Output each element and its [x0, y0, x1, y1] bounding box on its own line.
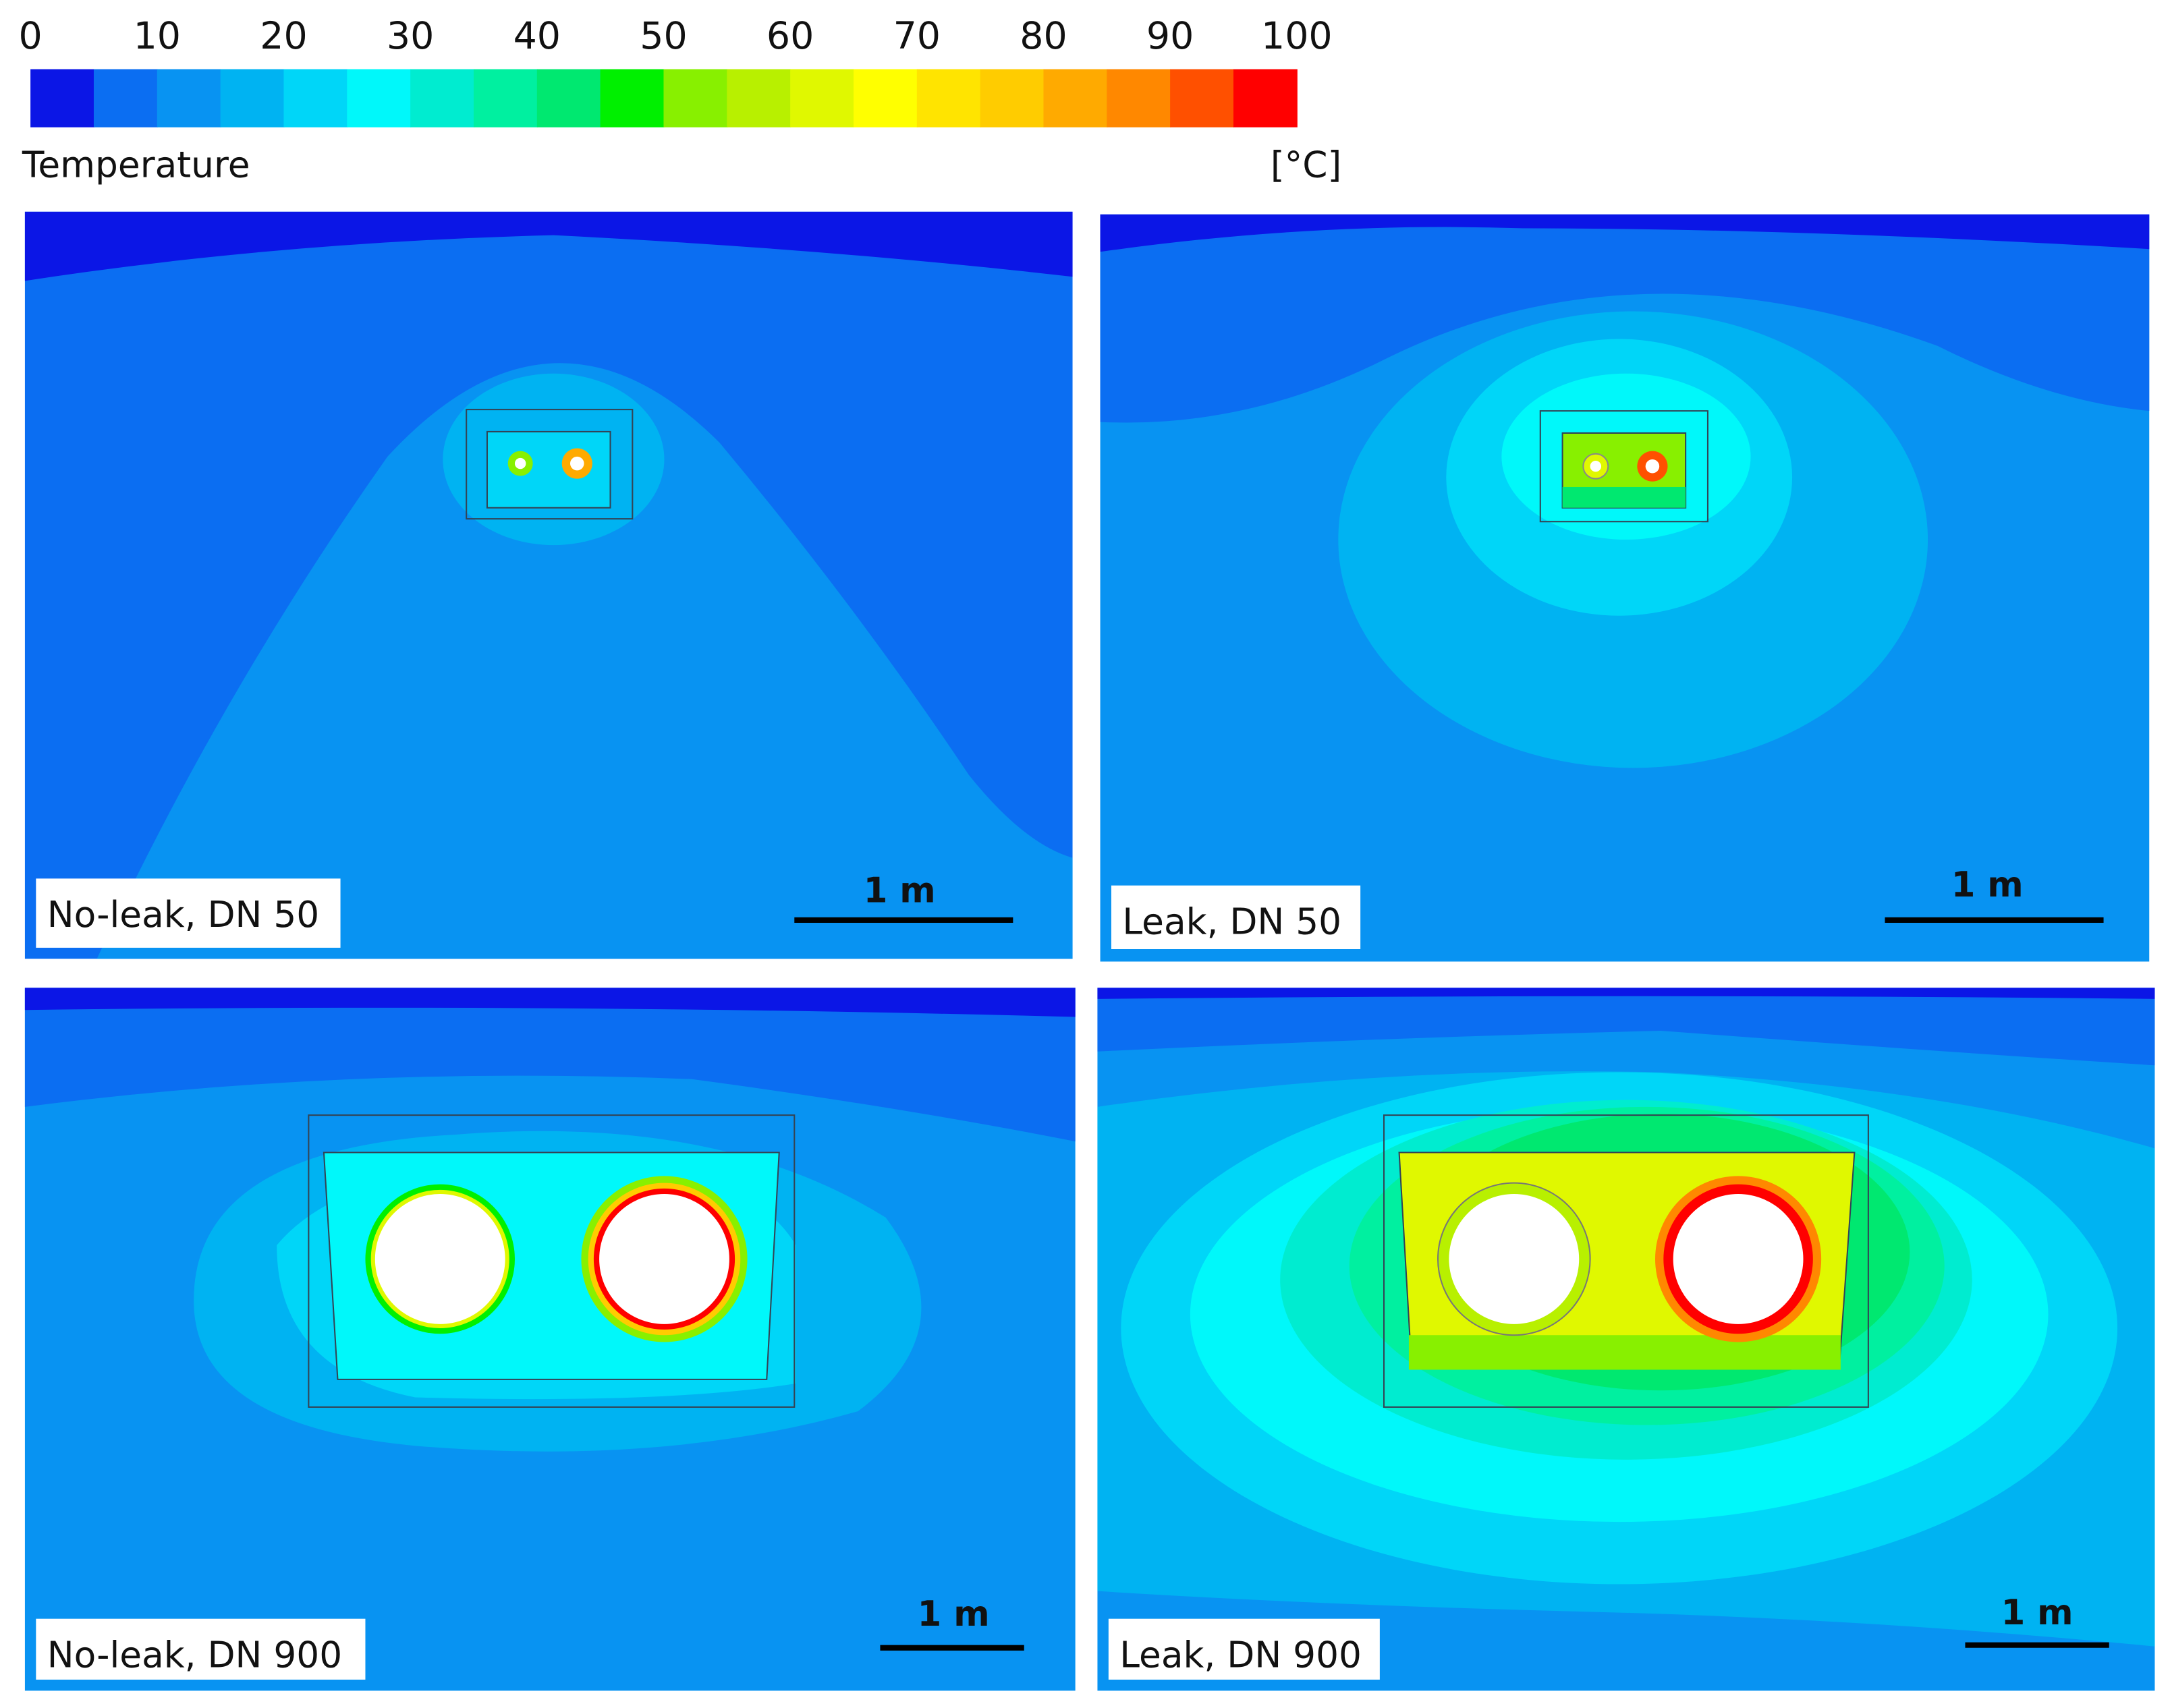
panel: Leak, DN 50 1 m	[1100, 214, 2150, 962]
pipe	[1590, 460, 1602, 472]
panel-label: No-leak, DN 50	[47, 894, 320, 936]
colorbar-segment	[220, 69, 285, 127]
label-box	[1108, 1618, 1380, 1680]
colorbar-segment	[727, 69, 791, 127]
colorbar-segment	[410, 69, 474, 127]
colorbar-segment	[473, 69, 538, 127]
colorbar-segment	[663, 69, 728, 127]
colorbar-segment	[853, 69, 918, 127]
colorbar-segment	[600, 69, 665, 127]
contour	[24, 211, 1073, 281]
colorbar-segment	[30, 69, 94, 127]
panel-label: Leak, DN 50	[1122, 901, 1341, 942]
colorbar-title: Temperature	[22, 144, 250, 186]
colorbar-segment	[1170, 69, 1234, 127]
colorbar-tick-label: 50	[640, 15, 687, 58]
contour	[24, 988, 1076, 1017]
colorbar-tick-label: 80	[1020, 15, 1067, 58]
scale-bar-label: 1 m	[918, 1594, 990, 1634]
panel-label: No-leak, DN 900	[47, 1634, 342, 1676]
contour	[1100, 214, 2150, 423]
colorbar-tick-label: 10	[134, 15, 181, 58]
contour	[96, 363, 1073, 959]
colorbar-segment	[1107, 69, 1171, 127]
pipe	[374, 1194, 505, 1324]
label-box	[36, 1618, 366, 1680]
colorbar-tick-label: 20	[260, 15, 307, 58]
scale-bar-label: 1 m	[864, 870, 936, 911]
colorbar-unit: [°C]	[1271, 144, 1341, 186]
contour	[1097, 988, 2155, 1066]
colorbar-tick-label: 40	[513, 15, 561, 58]
pipe	[570, 456, 584, 471]
colorbar-segment	[536, 69, 601, 127]
colorbar-segment	[157, 69, 221, 127]
colorbar-tick-label: 0	[19, 15, 43, 58]
colorbar-segment	[790, 69, 854, 127]
colorbar-segment	[916, 69, 981, 127]
scale-bar-label: 1 m	[1951, 865, 2024, 905]
colorbar-tick-label: 30	[387, 15, 434, 58]
outline	[466, 409, 634, 520]
outline	[1539, 410, 1708, 523]
contour	[1097, 988, 2155, 999]
colorbar-segment	[980, 69, 1045, 127]
panel: Leak, DN 900 1 m	[1097, 988, 2155, 1691]
colorbar-tick-label: 70	[893, 15, 941, 58]
colorbar-segment	[283, 69, 348, 127]
outline	[486, 430, 611, 509]
contour	[1100, 214, 2150, 252]
colorbar-tick-label: 90	[1146, 15, 1194, 58]
pipe	[1449, 1194, 1580, 1324]
panel: No-leak, DN 900 1 m	[24, 988, 1076, 1691]
pipe	[1645, 459, 1660, 474]
pipe	[1673, 1194, 1804, 1324]
outline	[308, 1114, 796, 1408]
contour	[1562, 486, 1686, 508]
panel: No-leak, DN 50 1 m	[24, 211, 1073, 959]
label-box	[1111, 885, 1361, 950]
pipe	[599, 1194, 729, 1324]
outline	[1383, 1114, 1869, 1408]
colorbar-tick-label: 60	[767, 15, 814, 58]
label-box	[36, 878, 341, 948]
panel-label: Leak, DN 900	[1119, 1634, 1362, 1676]
contour	[24, 988, 1076, 1142]
colorbar-segment	[347, 69, 412, 127]
colorbar-segment	[93, 69, 158, 127]
scale-bar-label: 1 m	[2001, 1593, 2074, 1633]
pipe	[514, 457, 526, 469]
colorbar: 0 10 20 30 40 50 60 70 80 90 100	[19, 15, 1333, 127]
colorbar-segment	[1043, 69, 1108, 127]
colorbar-segment	[1233, 69, 1298, 127]
contour	[1408, 1335, 1841, 1370]
colorbar-tick-label: 100	[1261, 15, 1333, 58]
